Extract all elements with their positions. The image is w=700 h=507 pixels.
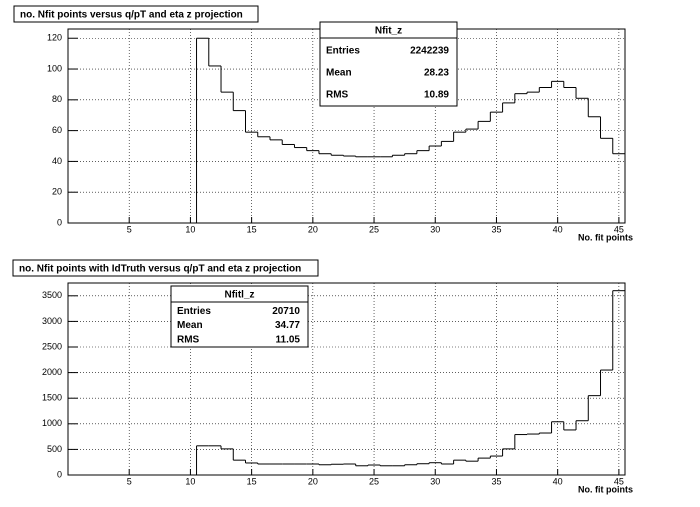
plot: 0 500 1000 1500 2000 2500 3000 3500 5 10 15 20 25 30 3… <box>12 259 633 494</box>
stats-value: 10.89 <box>424 90 449 101</box>
stats-box <box>319 21 458 107</box>
y-tick-label: 0 <box>57 469 62 479</box>
x-tick-label: 45 <box>614 224 624 234</box>
chart-title: no. Nfit points with IdTruth versus q/pT… <box>19 264 301 275</box>
y-tick-label: 60 <box>52 125 62 135</box>
stats-title: Nfitl_z <box>225 290 255 301</box>
y-tick-label: 80 <box>52 94 62 104</box>
y-tick-label: 500 <box>47 444 62 454</box>
x-tick-label: 5 <box>127 224 132 234</box>
stats-value: 20710 <box>272 306 300 317</box>
y-tick-label: 40 <box>52 156 62 166</box>
stats-title: Nfit_z <box>375 26 402 37</box>
x-tick-label: 10 <box>185 476 195 486</box>
x-tick-label: 35 <box>491 224 501 234</box>
x-tick-label: 15 <box>247 224 257 234</box>
x-tick-label: 25 <box>369 476 379 486</box>
y-tick-label: 2500 <box>42 341 62 351</box>
y-tick-label: 3000 <box>42 316 62 326</box>
y-tick-label: 120 <box>47 33 62 43</box>
plot-frame <box>67 282 626 476</box>
stats-label: Entries <box>326 46 360 57</box>
x-tick-label: 40 <box>553 224 563 234</box>
title-box <box>12 259 319 277</box>
x-tick-label: 30 <box>430 476 440 486</box>
stats-label: RMS <box>177 334 200 345</box>
y-tick-label: 100 <box>47 63 62 73</box>
stats-value: 34.77 <box>275 320 300 331</box>
x-tick-label: 20 <box>308 224 318 234</box>
stats-label: RMS <box>326 90 349 101</box>
x-tick-label: 30 <box>430 224 440 234</box>
x-tick-label: 35 <box>491 476 501 486</box>
stats-value: 28.23 <box>424 68 449 79</box>
x-tick-label: 25 <box>369 224 379 234</box>
stats-label: Entries <box>177 306 211 317</box>
y-tick-label: 1500 <box>42 393 62 403</box>
stats-value: 11.05 <box>276 334 301 345</box>
title-box <box>13 5 259 23</box>
stats-label: Mean <box>326 68 352 79</box>
y-tick-label: 20 <box>52 187 62 197</box>
x-tick-label: 15 <box>247 476 257 486</box>
x-tick-label: 20 <box>308 476 318 486</box>
x-tick-label: 45 <box>614 476 624 486</box>
chart-title: no. Nfit points versus q/pT and eta z pr… <box>20 10 243 21</box>
stats-label: Mean <box>177 320 203 331</box>
x-tick-label: 10 <box>185 224 195 234</box>
y-tick-label: 3500 <box>42 290 62 300</box>
stats-value: 2242239 <box>410 46 449 57</box>
x-axis-label: No. fit points <box>578 484 633 494</box>
y-tick-label: 2000 <box>42 367 62 377</box>
x-tick-label: 5 <box>127 476 132 486</box>
y-tick-label: 0 <box>57 217 62 227</box>
x-axis-label: No. fit points <box>578 232 633 242</box>
stats-box <box>170 285 309 348</box>
y-tick-label: 1000 <box>42 418 62 428</box>
x-tick-label: 40 <box>553 476 563 486</box>
